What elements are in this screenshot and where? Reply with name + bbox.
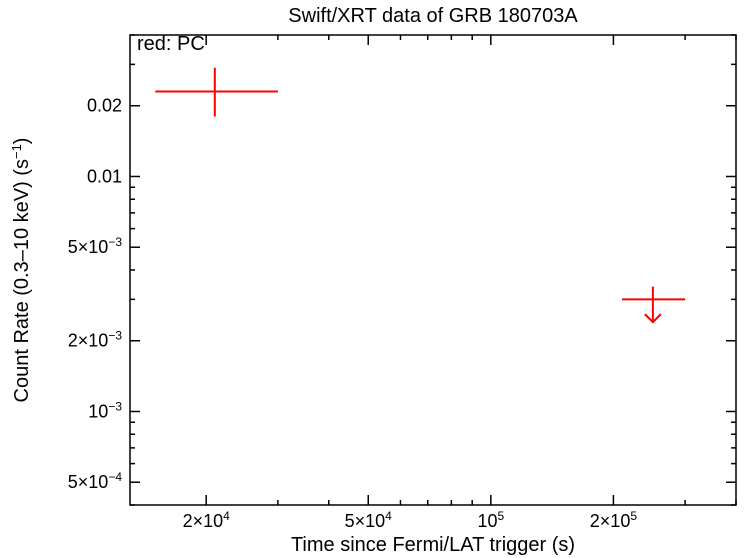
y-axis-label: Count Rate (0.3–10 keV) (s−1) bbox=[9, 138, 34, 403]
chart-title: Swift/XRT data of GRB 180703A bbox=[288, 5, 578, 27]
x-tick-label: 5×104 bbox=[345, 509, 393, 531]
y-tick-label: 0.01 bbox=[87, 166, 122, 186]
y-tick-label: 0.02 bbox=[87, 96, 122, 116]
x-tick-label: 2×104 bbox=[183, 509, 231, 531]
x-axis-label: Time since Fermi/LAT trigger (s) bbox=[291, 534, 575, 556]
xrt-lightcurve-plot: 2×1045×1041052×1055×10−410−32×10−35×10−3… bbox=[0, 0, 746, 558]
legend-text: red: PC bbox=[137, 33, 205, 55]
x-tick-label: 2×105 bbox=[590, 509, 638, 531]
